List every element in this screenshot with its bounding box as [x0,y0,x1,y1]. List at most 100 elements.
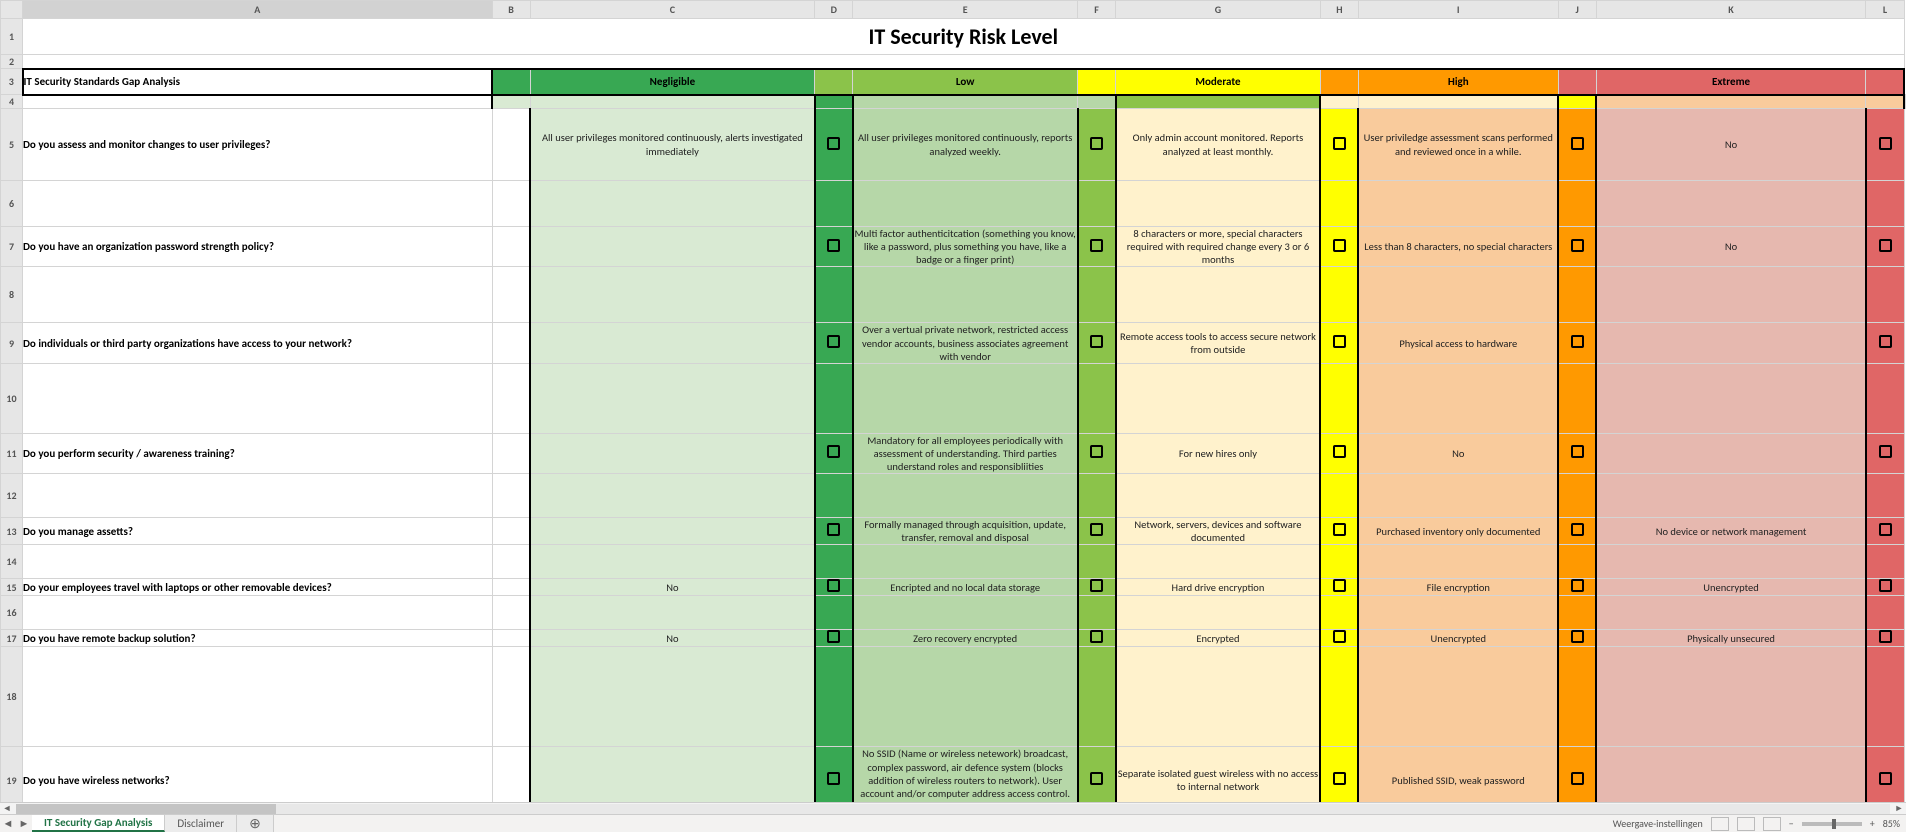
cell[interactable] [815,647,853,747]
col-header[interactable]: I [1358,1,1558,19]
cell[interactable] [1558,647,1596,747]
cell[interactable] [1358,596,1558,630]
cell[interactable] [1116,267,1321,323]
row-header[interactable]: 5 [1,109,23,181]
tab-nav-prev-icon[interactable]: ◄ [0,815,16,832]
cell[interactable] [1078,474,1116,518]
cell[interactable] [1078,95,1116,109]
cell[interactable] [1596,363,1866,433]
checkbox-moderate[interactable] [1320,630,1358,647]
cell[interactable] [23,181,493,227]
cell[interactable] [530,363,815,433]
cell[interactable] [492,596,530,630]
view-layout-icon[interactable] [1737,817,1755,831]
cell[interactable] [23,55,1905,69]
col-header[interactable]: F [1078,1,1116,19]
cell[interactable] [815,474,853,518]
checkbox-high[interactable] [1558,109,1596,181]
checkbox-high[interactable] [1558,323,1596,363]
cell[interactable] [1116,181,1321,227]
row-header[interactable]: 6 [1,181,23,227]
view-settings-label[interactable]: Weergave-instellingen [1613,817,1703,830]
col-header[interactable]: L [1866,1,1904,19]
cell[interactable] [23,95,493,109]
cell[interactable] [1904,95,1906,109]
checkbox-icon[interactable] [827,239,840,252]
checkbox-extreme[interactable] [1866,518,1904,545]
checkbox-moderate[interactable] [1320,227,1358,267]
checkbox-icon[interactable] [1333,137,1346,150]
row-header[interactable]: 9 [1,323,23,363]
cell[interactable] [1866,69,1904,95]
checkbox-extreme[interactable] [1866,579,1904,596]
checkbox-moderate[interactable] [1320,747,1358,802]
checkbox-moderate[interactable] [1320,579,1358,596]
cell[interactable] [492,181,530,227]
checkbox-extreme[interactable] [1866,630,1904,647]
cell[interactable] [1866,267,1904,323]
cell[interactable] [530,545,815,579]
cell[interactable] [530,647,815,747]
cell[interactable] [1320,647,1358,747]
row-header[interactable]: 12 [1,474,23,518]
zoom-out-button[interactable]: − [1789,817,1794,830]
checkbox-moderate[interactable] [1320,109,1358,181]
checkbox-icon[interactable] [1571,335,1584,348]
col-header[interactable]: E [853,1,1078,19]
cell[interactable] [815,363,853,433]
checkbox-icon[interactable] [1090,335,1103,348]
checkbox-icon[interactable] [1333,523,1346,536]
cell[interactable] [1358,647,1558,747]
cell[interactable] [492,267,530,323]
checkbox-moderate[interactable] [1320,433,1358,473]
cell[interactable] [1866,95,1904,109]
cell[interactable] [1078,363,1116,433]
cell[interactable] [23,545,493,579]
cell[interactable] [530,596,815,630]
checkbox-icon[interactable] [1879,579,1892,592]
row-header[interactable]: 7 [1,227,23,267]
cell[interactable] [1358,181,1558,227]
select-all-corner[interactable] [1,1,23,19]
checkbox-negligible[interactable] [815,579,853,596]
row-header[interactable]: 2 [1,55,23,69]
cell[interactable] [853,647,1078,747]
cell[interactable] [492,630,530,647]
cell[interactable] [1596,545,1866,579]
cell[interactable] [492,647,530,747]
cell[interactable] [1866,474,1904,518]
checkbox-icon[interactable] [1090,772,1103,785]
checkbox-icon[interactable] [1571,523,1584,536]
checkbox-extreme[interactable] [1866,433,1904,473]
row-header[interactable]: 10 [1,363,23,433]
checkbox-icon[interactable] [1090,630,1103,643]
row-header[interactable]: 3 [1,69,23,95]
cell[interactable] [530,95,815,109]
cell[interactable] [853,267,1078,323]
cell[interactable] [23,647,493,747]
row-header[interactable]: 17 [1,630,23,647]
checkbox-icon[interactable] [1571,772,1584,785]
checkbox-icon[interactable] [1090,523,1103,536]
checkbox-high[interactable] [1558,579,1596,596]
checkbox-icon[interactable] [827,523,840,536]
cell[interactable] [1866,596,1904,630]
checkbox-icon[interactable] [827,137,840,150]
col-header[interactable]: K [1596,1,1866,19]
checkbox-negligible[interactable] [815,747,853,802]
cell[interactable] [1866,647,1904,747]
scroll-thumb[interactable] [16,804,276,814]
cell[interactable] [1866,363,1904,433]
col-header[interactable]: C [530,1,815,19]
cell[interactable] [492,95,530,109]
cell[interactable] [1116,596,1321,630]
cell[interactable] [492,109,530,181]
checkbox-extreme[interactable] [1866,227,1904,267]
cell[interactable] [23,267,493,323]
checkbox-low[interactable] [1078,630,1116,647]
cell[interactable] [1358,474,1558,518]
scroll-track[interactable] [16,804,1890,814]
checkbox-icon[interactable] [827,445,840,458]
cell[interactable] [530,474,815,518]
cell[interactable] [492,433,530,473]
